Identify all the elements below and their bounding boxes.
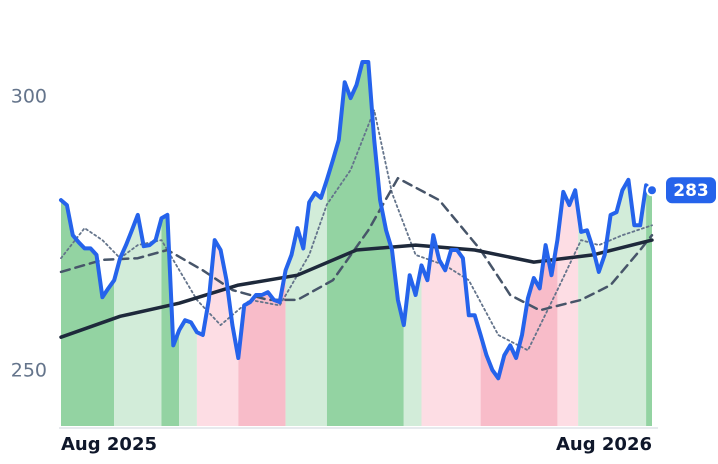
- last-value-pill: [666, 177, 716, 204]
- x-tick-label: Aug 2026: [556, 434, 652, 455]
- band: [196, 240, 239, 426]
- band: [114, 214, 162, 426]
- series-line: [60, 109, 653, 352]
- band: [557, 190, 579, 426]
- y-tick-label: 300: [11, 86, 47, 108]
- band: [646, 185, 652, 426]
- band: [238, 270, 286, 426]
- last-point: [646, 184, 658, 197]
- band: [421, 235, 481, 426]
- y-tick-label: 250: [11, 360, 47, 382]
- band: [578, 179, 647, 426]
- x-tick-label: Aug 2025: [61, 434, 157, 455]
- band: [61, 200, 115, 426]
- last-value-label: 283: [673, 181, 709, 201]
- series-line: [59, 60, 654, 381]
- band: [326, 61, 404, 426]
- band: [179, 320, 197, 426]
- band: [403, 265, 422, 426]
